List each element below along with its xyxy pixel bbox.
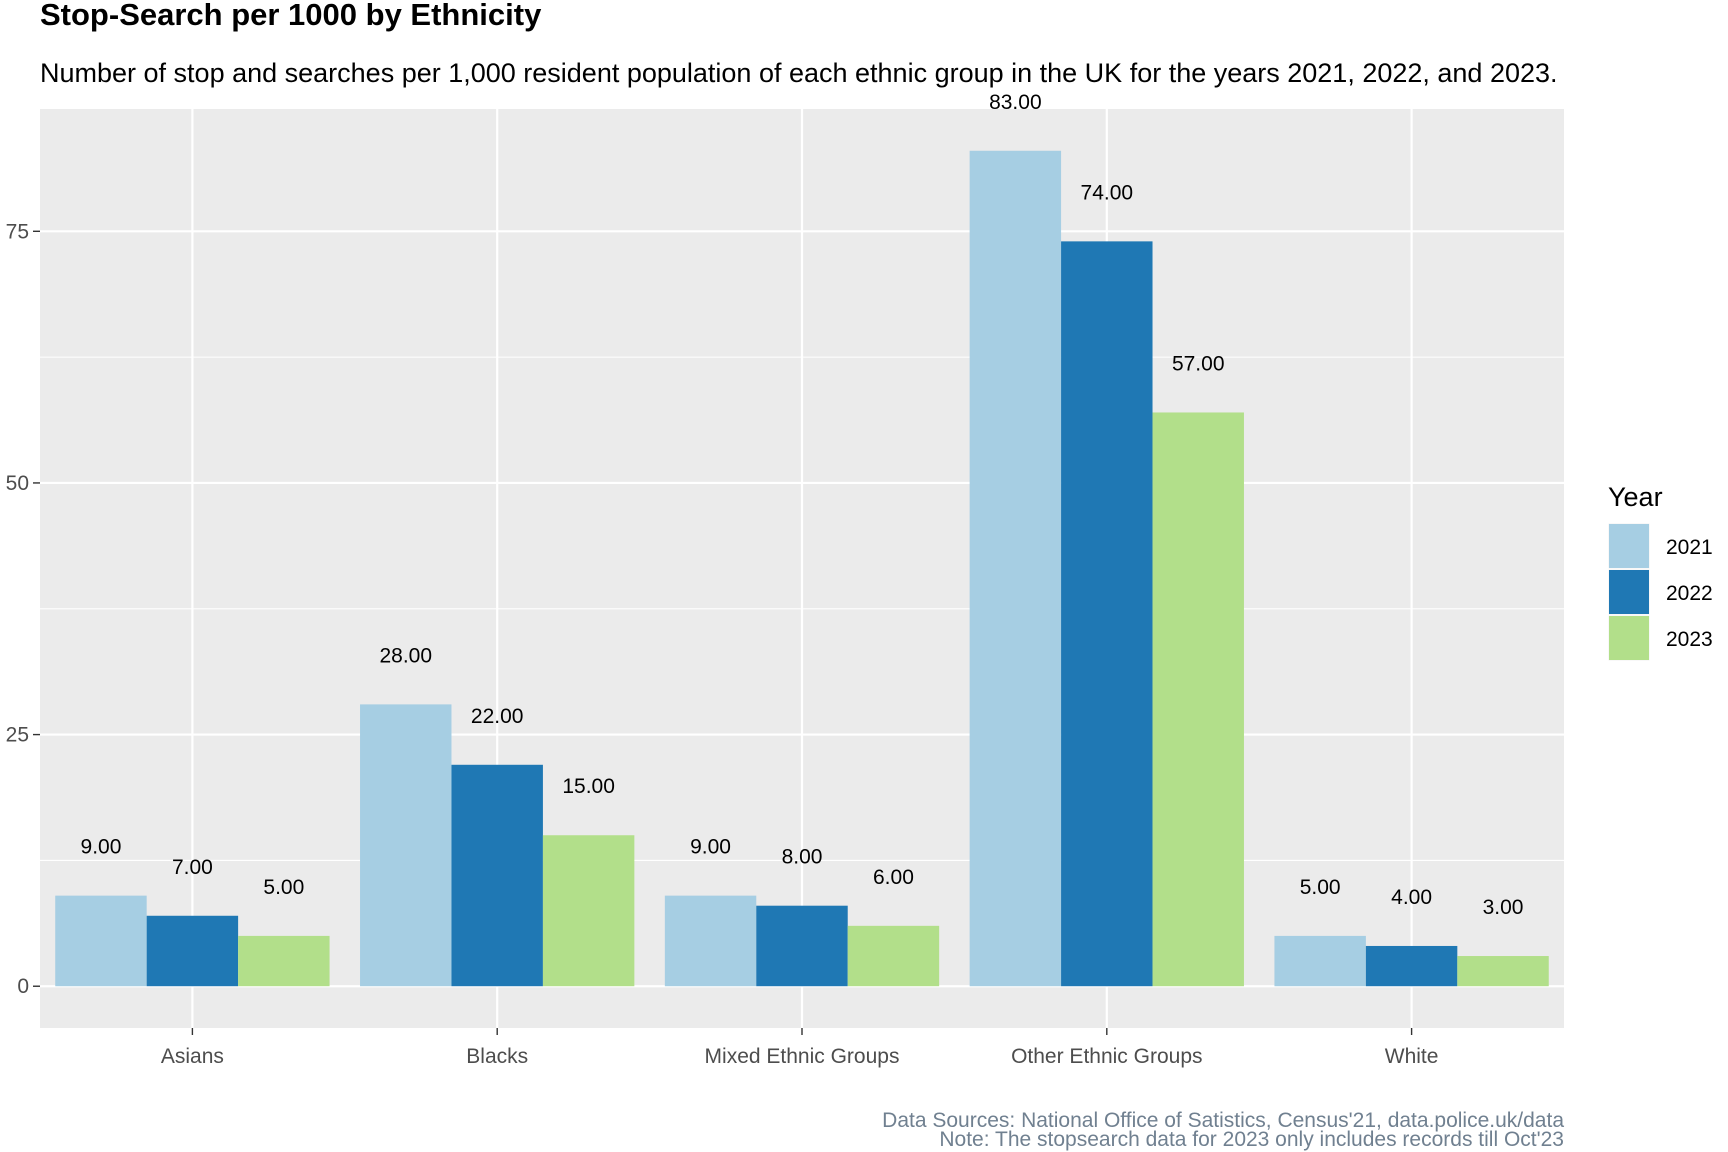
- legend-title: Year: [1608, 482, 1663, 512]
- chart-title: Stop-Search per 1000 by Ethnicity: [40, 0, 542, 32]
- y-tick-label: 75: [6, 220, 29, 243]
- x-tick-label: Other Ethnic Groups: [1011, 1045, 1202, 1068]
- bar-2021-white: [1274, 935, 1366, 987]
- x-tick-label: Mixed Ethnic Groups: [705, 1045, 900, 1068]
- bar-2023-mixed-ethnic-groups: [847, 925, 940, 987]
- bars: [55, 150, 1549, 987]
- legend-label: 2023: [1666, 628, 1713, 651]
- bar-2021-asians: [55, 895, 147, 987]
- bar-2021-other-ethnic-groups: [969, 150, 1062, 987]
- legend-label: 2022: [1666, 582, 1713, 605]
- data-label: 4.00: [1391, 886, 1432, 909]
- data-labels: 9.00 28.00 9.00 83.00 5.00 7.00 22.00 8.00 74.00…: [81, 91, 1524, 919]
- bar-2021-blacks: [360, 704, 452, 987]
- chart-subtitle: Number of stop and searches per 1,000 re…: [40, 58, 1558, 88]
- bar-2023-white: [1457, 956, 1549, 987]
- data-label: 74.00: [1081, 181, 1134, 204]
- bar-2023-other-ethnic-groups: [1152, 412, 1244, 987]
- data-label: 15.00: [562, 775, 615, 798]
- bar-2023-asians: [238, 935, 330, 987]
- data-label: 57.00: [1172, 352, 1225, 375]
- y-tick-label: 50: [6, 472, 29, 495]
- data-label: 5.00: [1300, 876, 1341, 899]
- data-label: 9.00: [81, 836, 122, 859]
- data-label: 8.00: [782, 846, 823, 869]
- x-tick-label: Blacks: [466, 1045, 528, 1068]
- axes: 0 25 50 75 Asians Blacks Mixed Ethnic Groups Ot…: [6, 220, 1439, 1068]
- caption-line-1: Data Sources: National Office of Satisti…: [882, 1109, 1564, 1132]
- data-label: 9.00: [690, 836, 731, 859]
- x-tick-label: White: [1385, 1045, 1439, 1068]
- legend-swatch-2022: [1609, 570, 1649, 614]
- y-tick-label: 0: [17, 975, 29, 998]
- data-label: 7.00: [172, 856, 213, 879]
- bar-2022-other-ethnic-groups: [1061, 241, 1153, 987]
- data-label: 28.00: [379, 644, 432, 667]
- bar-2022-blacks: [451, 764, 543, 987]
- bar-2022-asians: [146, 915, 239, 987]
- bar-2023-blacks: [542, 835, 635, 987]
- legend-label: 2021: [1666, 536, 1713, 559]
- legend-swatch-2021: [1609, 524, 1649, 568]
- data-label: 83.00: [989, 91, 1042, 114]
- y-tick-label: 25: [6, 724, 29, 747]
- legend: Year 2021 2022 2023: [1607, 482, 1713, 662]
- x-tick-label: Asians: [161, 1045, 224, 1068]
- legend-items: 2021 2022 2023: [1607, 522, 1713, 662]
- bar-2022-white: [1365, 945, 1458, 987]
- data-label: 5.00: [263, 876, 304, 899]
- caption-line-2: Note: The stopsearch data for 2023 only …: [939, 1128, 1564, 1151]
- data-label: 3.00: [1483, 896, 1524, 919]
- bar-2021-mixed-ethnic-groups: [664, 895, 757, 987]
- data-label: 6.00: [873, 866, 914, 889]
- data-label: 22.00: [471, 705, 524, 728]
- legend-swatch-2023: [1609, 616, 1649, 660]
- bar-2022-mixed-ethnic-groups: [756, 905, 848, 987]
